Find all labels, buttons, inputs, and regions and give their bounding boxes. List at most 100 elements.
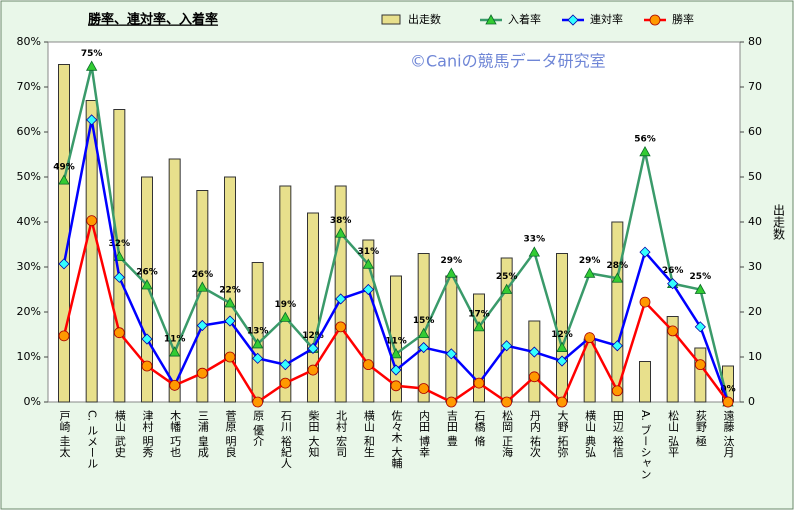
x-tick-label: 柴田 大知: [307, 409, 320, 458]
x-tick-label: 石川 裕紀人: [279, 410, 292, 469]
marker: [196, 319, 208, 332]
bar: [611, 221, 624, 403]
marker: [113, 271, 125, 283]
data-label: 29%: [441, 256, 463, 266]
x-tick-label: 菅原 明良: [224, 410, 237, 458]
marker: [501, 396, 513, 408]
marker: [583, 267, 596, 278]
data-label: 22%: [219, 286, 241, 296]
legend-label: 出走数: [408, 12, 441, 26]
x-tick-label: A. ブーシャン: [639, 410, 652, 479]
data-label: 25%: [496, 272, 518, 282]
y2-tick-label: 60: [748, 125, 762, 138]
marker: [252, 396, 264, 408]
marker: [528, 346, 540, 358]
marker: [445, 396, 457, 408]
marker: [567, 14, 579, 26]
bar: [279, 185, 292, 403]
marker: [611, 340, 623, 352]
data-label: 26%: [192, 270, 214, 280]
marker: [307, 342, 319, 355]
marker: [639, 145, 651, 157]
x-tick-label: 横山 和生: [362, 409, 375, 458]
marker: [279, 311, 292, 322]
marker: [251, 338, 264, 349]
marker: [335, 293, 347, 305]
marker: [86, 114, 98, 126]
marker: [667, 325, 679, 337]
bar: [224, 176, 236, 403]
marker: [722, 396, 734, 408]
marker: [485, 14, 497, 25]
x-tick-label: 大野 拓弥: [556, 409, 569, 458]
x-tick-label: 松岡 正海: [501, 409, 514, 458]
bar: [445, 275, 458, 403]
data-label: 31%: [358, 247, 380, 257]
x-tick-label: 津村 明秀: [141, 410, 154, 458]
bar: [473, 293, 485, 403]
marker: [639, 296, 651, 308]
marker: [141, 333, 153, 345]
y-tick-label: 80%: [17, 35, 41, 48]
marker: [86, 215, 98, 227]
data-label: 12%: [551, 330, 573, 340]
x-tick-label: 石橋 脩: [473, 410, 486, 447]
data-label: 28%: [607, 261, 629, 271]
data-label: 29%: [579, 256, 601, 266]
marker: [362, 283, 374, 296]
data-label: 26%: [662, 266, 684, 276]
bar: [141, 176, 153, 403]
marker: [58, 330, 70, 342]
legend-label: 入着率: [508, 12, 541, 26]
marker: [141, 360, 153, 372]
x-tick-label: 遠藤 汰月: [722, 410, 735, 458]
data-label: 15%: [413, 316, 435, 326]
marker: [694, 283, 707, 294]
marker: [445, 267, 458, 278]
marker: [224, 297, 236, 308]
marker: [334, 227, 347, 238]
marker: [694, 321, 706, 333]
marker: [362, 359, 374, 371]
x-tick-label: 原 優介: [252, 410, 265, 447]
marker: [639, 246, 651, 258]
marker: [58, 258, 70, 270]
y2-tick-label: 0: [748, 395, 755, 408]
marker: [196, 281, 209, 292]
bar: [666, 316, 679, 403]
data-label: 12%: [302, 331, 324, 341]
y2-tick-label: 70: [748, 80, 762, 93]
y2-tick-label: 80: [748, 35, 762, 48]
data-label: 11%: [164, 335, 186, 345]
bar: [556, 253, 568, 403]
x-tick-label: C. ルメール: [86, 410, 99, 469]
data-label: 0%: [720, 385, 735, 395]
x-tick-label: 戸崎 圭太: [58, 410, 71, 458]
marker: [584, 332, 596, 344]
marker: [500, 283, 513, 294]
x-tick-label: 吉田 豊: [445, 410, 458, 447]
marker: [141, 279, 153, 290]
data-label: 56%: [634, 134, 656, 144]
marker: [252, 352, 264, 364]
bar: [85, 100, 98, 403]
bar: [417, 253, 430, 403]
x-tick-label: 横山 典弘: [584, 409, 597, 458]
marker: [169, 379, 181, 391]
marker: [390, 348, 402, 359]
data-label: 49%: [53, 163, 75, 173]
marker: [418, 383, 430, 394]
marker: [279, 359, 291, 371]
marker: [473, 377, 485, 389]
marker: [611, 385, 623, 397]
marker: [85, 60, 98, 71]
data-label: 26%: [136, 268, 158, 278]
bar: [639, 361, 651, 403]
data-label: 25%: [690, 272, 712, 282]
data-label: 32%: [109, 239, 131, 249]
marker: [445, 348, 457, 360]
bar: [196, 190, 209, 403]
marker: [473, 321, 485, 332]
